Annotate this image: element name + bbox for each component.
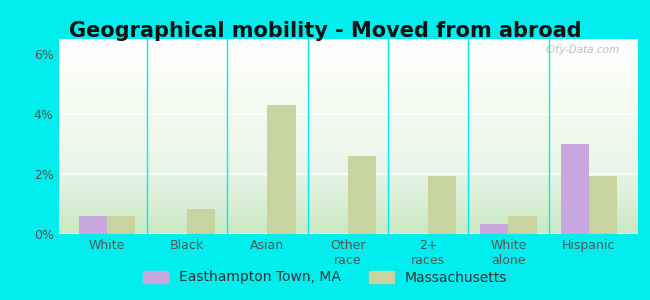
Bar (348, 156, 376, 234)
Bar (589, 176, 617, 234)
Bar (561, 144, 589, 234)
Text: City-Data.com: City-Data.com (545, 45, 619, 55)
Bar (267, 105, 296, 234)
Bar (79, 216, 107, 234)
Bar (428, 176, 456, 234)
Bar (187, 208, 215, 234)
Bar (107, 216, 135, 234)
Bar (480, 224, 508, 234)
Bar (508, 216, 536, 234)
Text: Geographical mobility - Moved from abroad: Geographical mobility - Moved from abroa… (69, 21, 581, 41)
Legend: Easthampton Town, MA, Massachusetts: Easthampton Town, MA, Massachusetts (137, 265, 513, 290)
